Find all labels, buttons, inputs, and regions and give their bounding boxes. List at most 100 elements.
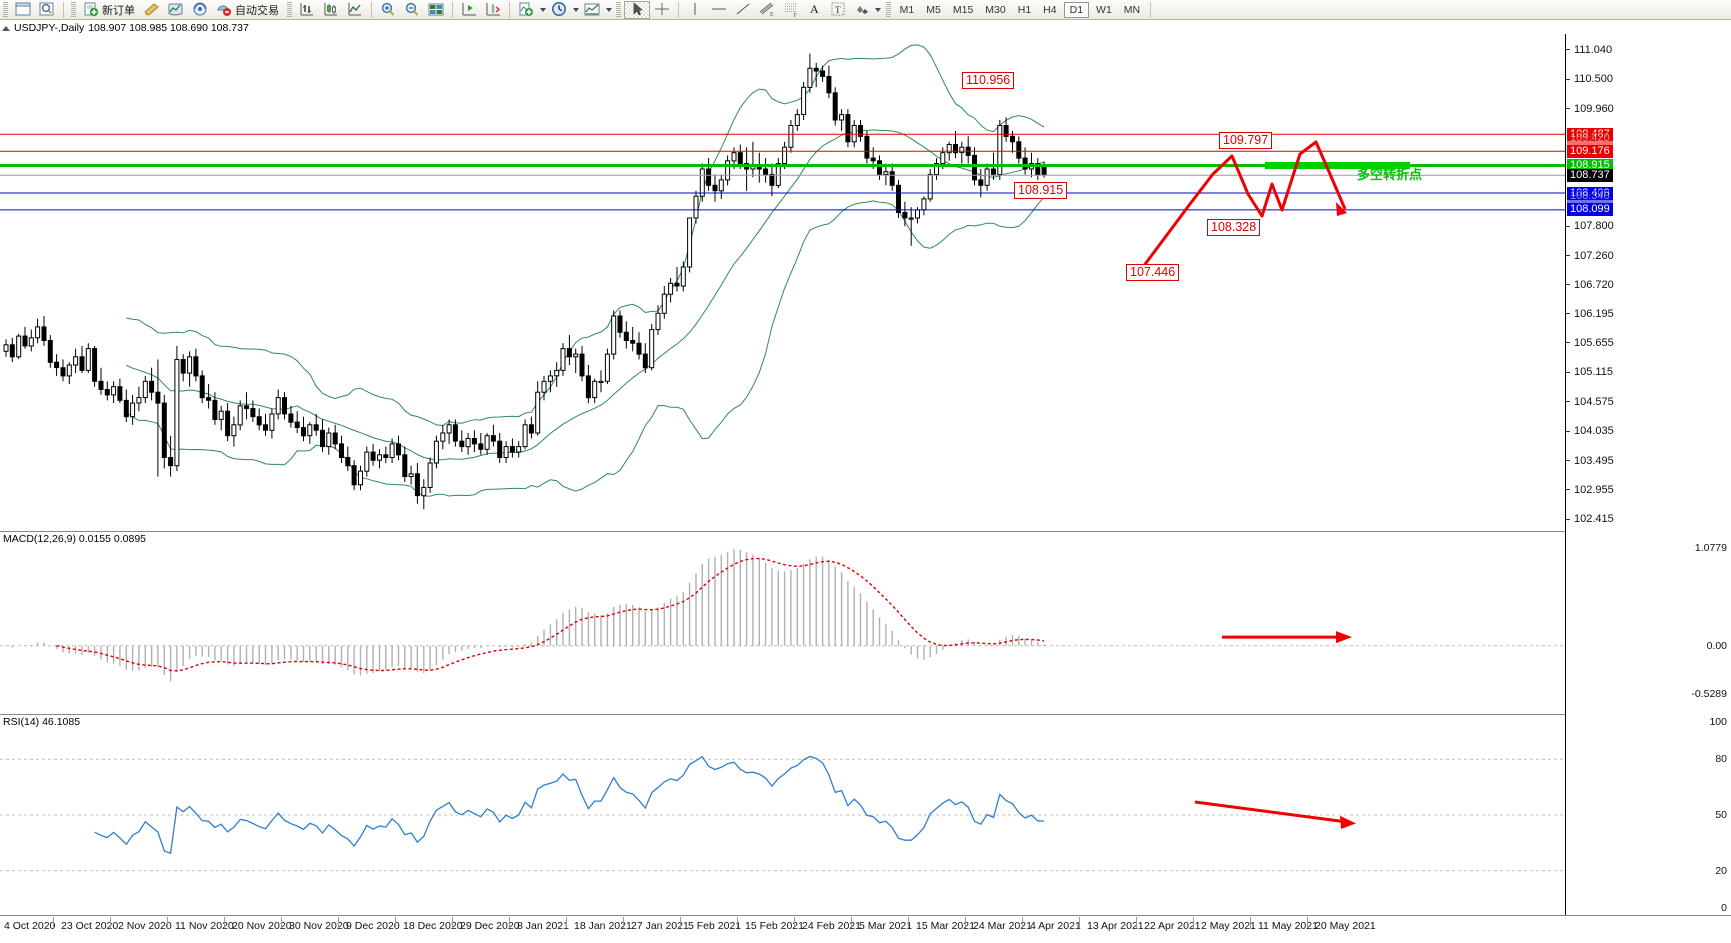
price-axis-line: [1565, 34, 1566, 915]
date-separator: [1250, 917, 1251, 928]
profiles-icon[interactable]: [35, 1, 59, 19]
toolbar-divider-6: [1150, 1, 1152, 18]
fibonacci-retracement-icon[interactable]: F: [779, 1, 803, 19]
new-chart-icon[interactable]: [11, 1, 35, 19]
line-chart-icon[interactable]: [343, 1, 367, 19]
timeframe-h4[interactable]: H4: [1043, 3, 1057, 16]
shapes-chevron-down-icon[interactable]: [874, 2, 883, 18]
toolbar-divider: [63, 1, 64, 18]
timeframe-mn[interactable]: MN: [1123, 3, 1141, 16]
templates-chevron-down-icon[interactable]: [604, 2, 613, 18]
text-label-icon[interactable]: T: [826, 1, 850, 19]
macd-label: MACD(12,26,9) 0.0155 0.0895: [3, 533, 147, 545]
price-plot: [0, 44, 1565, 510]
symbol-name: USDJPY-,Daily: [14, 22, 85, 34]
date-tick: 15 Feb 2021: [745, 920, 804, 932]
toolbar-grip-5[interactable]: [885, 1, 891, 18]
date-tick: 2 Nov 2020: [118, 920, 172, 932]
metaeditor-icon[interactable]: [140, 1, 164, 19]
date-tick: 11 Nov 2020: [175, 920, 234, 932]
rsi-tick: 80: [1715, 753, 1727, 766]
toolbar-grip-2[interactable]: [71, 1, 76, 18]
svg-text:E: E: [770, 12, 774, 18]
candlestick-chart-icon[interactable]: [319, 1, 343, 19]
rsi-plot: [0, 755, 1565, 872]
chart-shift-icon[interactable]: [481, 1, 505, 19]
rsi-tick: 100: [1709, 716, 1727, 728]
date-tick: 20 Nov 2020: [232, 920, 292, 932]
market-icon[interactable]: [188, 1, 212, 19]
rsi-pane[interactable]: [0, 715, 1565, 915]
toolbar-grip-3[interactable]: [287, 1, 292, 18]
date-tick: 27 Jan 2021: [631, 920, 689, 932]
trendline-icon[interactable]: [731, 1, 755, 19]
new-order-button[interactable]: 新订单: [79, 1, 140, 19]
date-tick: 18 Dec 2020: [403, 920, 463, 932]
swing-low-label[interactable]: 108.328: [1207, 219, 1261, 236]
swing-high-label[interactable]: 109.797: [1219, 132, 1273, 149]
rsi-tick: 50: [1715, 809, 1727, 821]
timeframe-d1[interactable]: D1: [1063, 1, 1090, 18]
timeframe-w1[interactable]: W1: [1096, 3, 1112, 16]
price-pane[interactable]: [0, 34, 1565, 531]
period-chevron-down-icon[interactable]: [571, 2, 580, 18]
high-swing-label[interactable]: 110.956: [962, 72, 1015, 89]
timeframe-m30[interactable]: M30: [985, 3, 1006, 16]
toolbar-grip-4[interactable]: [616, 1, 621, 18]
date-tick: 18 Jan 2021: [574, 920, 632, 932]
collapse-triangle-icon[interactable]: [2, 25, 10, 31]
timeframe-bar[interactable]: M1 M5 M15 M30 H1 H4 D1 W1 MN: [894, 1, 1146, 18]
crosshair-icon[interactable]: [650, 1, 674, 19]
support-level-label-2[interactable]: 108.099: [1567, 203, 1613, 217]
price-tick: 105.115: [1566, 366, 1613, 378]
date-tick: 29 Dec 2020: [460, 920, 520, 932]
price-axis[interactable]: 111.040 110.500 109.960 107.800 107.260 106.7…: [1566, 34, 1731, 915]
vertical-line-icon[interactable]: [683, 1, 707, 19]
date-separator: [737, 917, 738, 928]
toolbar-grip[interactable]: [3, 1, 8, 18]
equidistant-channel-icon[interactable]: E: [755, 1, 779, 19]
shapes-icon[interactable]: [850, 1, 874, 19]
auto-scroll-icon[interactable]: [457, 1, 481, 19]
date-tick: 5 Mar 2021: [859, 920, 913, 932]
horizontal-line-icon[interactable]: [707, 1, 731, 19]
autotrading-button[interactable]: 自动交易: [212, 1, 284, 19]
date-separator: [851, 917, 852, 928]
indicators-chevron-down-icon[interactable]: [538, 2, 547, 18]
svg-text:T: T: [835, 5, 841, 15]
text-icon[interactable]: A: [810, 2, 819, 16]
macd-pane[interactable]: [0, 532, 1565, 714]
date-separator: [452, 917, 453, 928]
rsi-label: RSI(14) 46.1085: [3, 716, 81, 728]
low-swing-label[interactable]: 107.446: [1126, 264, 1180, 281]
signals-icon[interactable]: [164, 1, 188, 19]
timeframe-m1[interactable]: M1: [899, 3, 915, 16]
zoom-out-icon[interactable]: [400, 1, 424, 19]
bar-chart-icon[interactable]: [295, 1, 319, 19]
data-window-icon[interactable]: [424, 1, 448, 19]
resistance-level-label-2[interactable]: 109.176: [1567, 144, 1613, 158]
timeframe-h1[interactable]: H1: [1017, 3, 1032, 16]
date-separator: [1079, 917, 1080, 928]
main-toolbar[interactable]: 新订单 自动交易: [0, 0, 1731, 20]
chart-area[interactable]: MACD(12,26,9) 0.0155 0.0895 RSI(14) 46.1…: [0, 34, 1731, 943]
date-axis[interactable]: 4 Oct 2020 23 Oct 2020 2 Nov 2020 11 Nov 20…: [0, 915, 1731, 943]
date-separator: [1193, 917, 1194, 928]
date-separator: [1307, 917, 1308, 928]
date-separator: [338, 917, 339, 928]
timeframe-m15[interactable]: M15: [952, 3, 974, 16]
timeframe-m5[interactable]: M5: [926, 3, 941, 16]
cursor-icon[interactable]: [624, 0, 650, 19]
support-label[interactable]: 108.915: [1014, 182, 1068, 199]
price-tick: 102.955: [1566, 484, 1614, 496]
date-separator: [110, 917, 111, 928]
indicators-icon[interactable]: [514, 1, 538, 19]
macd-axis: 1.0779 0.00 -0.5289: [1566, 532, 1731, 714]
zoom-in-icon[interactable]: [376, 1, 400, 19]
bid-price-label[interactable]: 108.737: [1567, 168, 1613, 182]
price-tick: 102.415: [1566, 513, 1614, 525]
date-separator: [566, 917, 567, 928]
macd-tick: 0.00: [1706, 639, 1727, 652]
clock-icon[interactable]: [547, 1, 571, 19]
templates-icon[interactable]: [580, 1, 604, 19]
